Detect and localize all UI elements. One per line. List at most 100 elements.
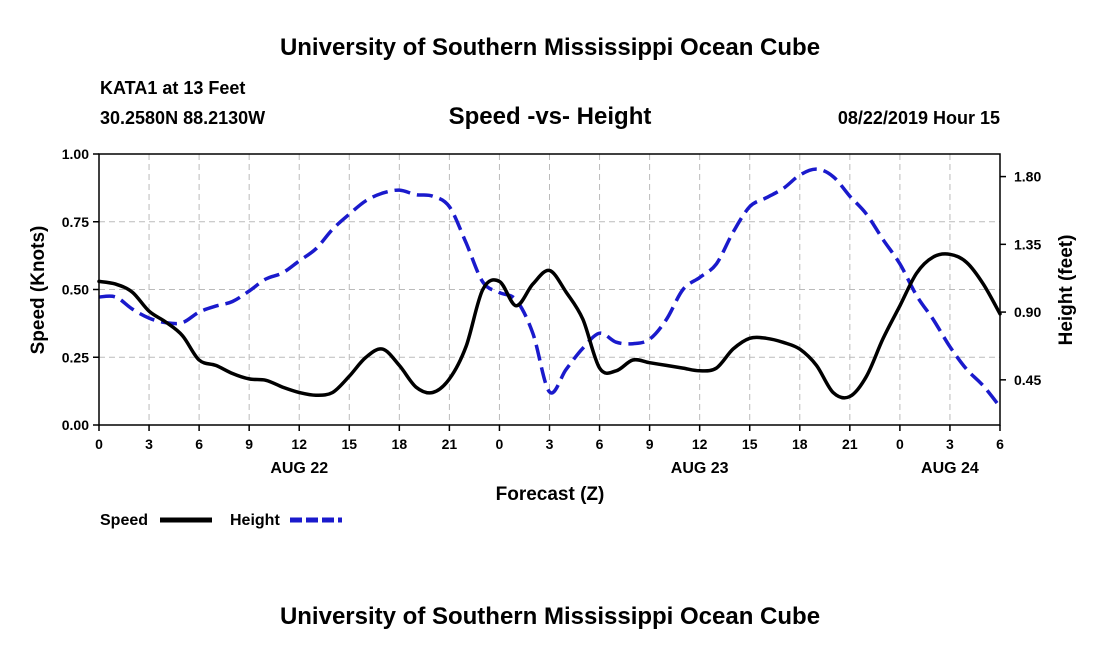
y2-tick-label: 1.35 [1014,236,1041,252]
x-tick-label: 0 [896,436,904,452]
data-point-speed [948,253,951,256]
legend: Speed Height [100,512,342,529]
data-point-height [365,199,368,202]
data-point-height [631,342,634,345]
data-point-speed [782,341,785,344]
x-tick-label: 15 [742,436,758,452]
data-point-speed [131,291,134,294]
data-point-speed [798,348,801,351]
data-point-height [565,368,568,371]
data-point-height [715,262,718,265]
data-point-speed [832,391,835,394]
x-tick-label: 9 [646,436,654,452]
data-point-speed [715,367,718,370]
data-point-height [181,321,184,324]
legend-label-height: Height [230,512,280,529]
x-tick-label: 21 [842,436,858,452]
data-point-height [515,299,518,302]
data-point-height [598,332,601,335]
data-point-height [331,228,334,231]
data-point-height [798,174,801,177]
date-label: AUG 22 [270,460,328,477]
data-point-height [448,205,451,208]
data-point-height [948,345,951,348]
data-point-height [615,341,618,344]
data-point-speed [631,359,634,362]
y2-axis-title: Height (feet) [1056,235,1077,346]
data-point-speed [732,348,735,351]
data-point-speed [865,375,868,378]
x-tick-label: 6 [596,436,604,452]
data-point-speed [298,391,301,394]
y-tick-label: 0.00 [62,417,89,433]
x-tick-label: 6 [996,436,1004,452]
series-line-height [98,167,1002,408]
data-point-height [648,338,651,341]
data-point-height [348,213,351,216]
data-point-height [465,241,468,244]
data-point-height [431,195,434,198]
x-tick-label: 3 [546,436,554,452]
x-tick-label: 21 [442,436,458,452]
data-point-speed [415,386,418,389]
data-point-speed [548,269,551,272]
data-point-height [832,175,835,178]
x-tick-label: 18 [792,436,808,452]
data-point-height [982,384,985,387]
page-title: University of Southern Mississippi Ocean… [280,34,820,61]
x-tick-label: 0 [496,436,504,452]
data-point-speed [331,391,334,394]
x-tick-label: 18 [392,436,408,452]
data-point-height [748,205,751,208]
data-point-speed [114,283,117,286]
y-axis-title: Speed (Knots) [28,226,49,355]
data-point-speed [381,348,384,351]
station-label: KATA1 at 13 Feet [100,78,245,98]
x-tick-label: 0 [95,436,103,452]
x-tick-label: 15 [341,436,357,452]
data-point-speed [531,283,534,286]
data-point-height [498,291,501,294]
data-point-speed [982,283,985,286]
data-point-height [531,332,534,335]
legend-label-speed: Speed [100,512,148,529]
data-point-speed [615,369,618,372]
y-tick-label: 0.50 [62,282,89,298]
data-point-height [281,271,284,274]
data-point-height [732,231,735,234]
data-point-height [882,238,885,241]
x-tick-label: 3 [946,436,954,452]
data-point-height [131,308,134,311]
data-point-height [965,368,968,371]
data-point-speed [231,372,234,375]
data-point-height [548,390,551,393]
series-line-speed [97,252,1002,400]
data-point-height [665,318,668,321]
data-point-height [198,311,201,314]
data-point-speed [431,391,434,394]
data-point-speed [515,304,518,307]
footer-title: University of Southern Mississippi Ocean… [280,603,820,630]
data-point-height [148,317,151,320]
data-point-speed [181,334,184,337]
data-point-height [415,193,418,196]
data-point-height [481,281,484,284]
data-point-height [865,213,868,216]
data-point-height [114,296,117,299]
data-point-height [398,189,401,192]
data-point-speed [198,359,201,362]
data-point-height [381,192,384,195]
x-tick-label: 12 [291,436,307,452]
data-point-speed [214,364,217,367]
data-point-height [765,196,768,199]
data-point-speed [748,337,751,340]
data-point-speed [148,310,151,313]
data-point-speed [365,356,368,359]
x-axis-title: Forecast (Z) [496,484,605,505]
data-point-speed [848,395,851,398]
data-point-height [782,187,785,190]
data-point-speed [448,377,451,380]
data-point-speed [598,367,601,370]
data-point-height [314,247,317,250]
